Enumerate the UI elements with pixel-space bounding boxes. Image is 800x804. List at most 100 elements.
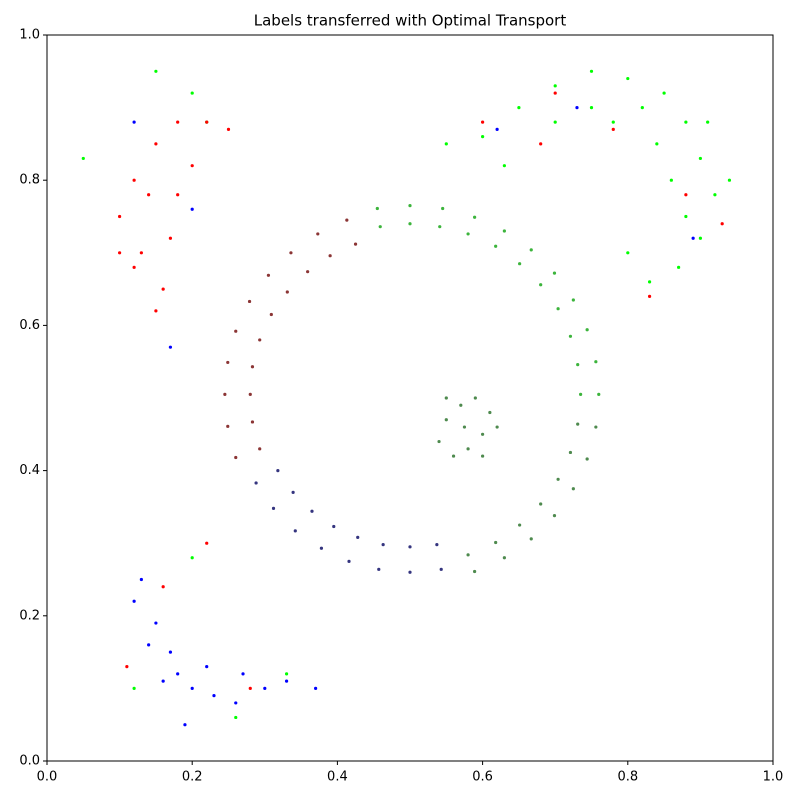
- point: [439, 567, 443, 571]
- point: [466, 553, 470, 557]
- point: [585, 328, 589, 332]
- point: [640, 106, 644, 110]
- point: [481, 454, 485, 458]
- point: [332, 524, 336, 529]
- point: [571, 487, 575, 491]
- point: [539, 142, 543, 146]
- point: [118, 251, 122, 255]
- point: [466, 232, 470, 236]
- point: [319, 546, 324, 550]
- y-tick-label: 0.0: [19, 754, 40, 769]
- point: [576, 363, 580, 367]
- point: [539, 502, 543, 506]
- point: [125, 665, 129, 669]
- point: [727, 178, 732, 182]
- point: [571, 298, 575, 302]
- point: [481, 120, 485, 124]
- point: [276, 469, 280, 473]
- point: [647, 294, 652, 298]
- point: [205, 120, 209, 124]
- point: [154, 142, 158, 146]
- point: [310, 509, 314, 513]
- point: [190, 91, 194, 95]
- point: [568, 334, 573, 338]
- y-tick-label: 0.8: [19, 173, 40, 188]
- point: [462, 425, 467, 429]
- point: [611, 127, 615, 131]
- point: [698, 156, 703, 161]
- y-tick-label: 0.6: [19, 318, 40, 333]
- point: [495, 425, 499, 429]
- point: [494, 540, 498, 545]
- point: [266, 273, 271, 277]
- x-tick-label: 0.6: [472, 770, 493, 785]
- point: [481, 135, 485, 139]
- point: [132, 178, 136, 182]
- point: [183, 723, 187, 727]
- point: [441, 206, 445, 211]
- point: [552, 514, 557, 518]
- point: [575, 106, 579, 110]
- point: [190, 686, 194, 691]
- point: [161, 679, 165, 683]
- point: [269, 312, 273, 317]
- point: [626, 76, 630, 81]
- point: [589, 106, 594, 110]
- point: [226, 127, 231, 131]
- point: [444, 142, 448, 146]
- point: [647, 280, 652, 284]
- point: [437, 439, 441, 444]
- point: [481, 432, 485, 436]
- point: [579, 392, 583, 396]
- point: [597, 392, 601, 396]
- point: [168, 650, 173, 654]
- point: [347, 559, 351, 563]
- point: [226, 360, 230, 365]
- point: [377, 567, 381, 571]
- y-tick-label: 0.2: [19, 608, 40, 623]
- point: [258, 447, 262, 451]
- point: [248, 392, 252, 396]
- point: [576, 422, 580, 426]
- point: [190, 556, 194, 560]
- point: [284, 672, 289, 676]
- point: [118, 214, 122, 219]
- point: [190, 164, 194, 168]
- point: [518, 523, 522, 527]
- point: [314, 686, 318, 691]
- point: [247, 299, 252, 304]
- point: [234, 329, 238, 333]
- point: [626, 251, 630, 255]
- point: [655, 142, 659, 146]
- point: [154, 309, 158, 313]
- point: [328, 254, 332, 258]
- point: [408, 222, 412, 226]
- point: [375, 206, 379, 211]
- point: [495, 127, 499, 131]
- point: [438, 225, 442, 229]
- point: [556, 307, 560, 311]
- point: [585, 457, 589, 461]
- point: [263, 686, 267, 691]
- point: [154, 69, 158, 73]
- point: [190, 207, 194, 211]
- point: [205, 665, 209, 669]
- point: [205, 541, 209, 545]
- point: [553, 120, 557, 124]
- point: [291, 490, 295, 494]
- point: [161, 287, 165, 291]
- point: [502, 164, 506, 168]
- point: [408, 545, 412, 549]
- point: [139, 577, 143, 582]
- point: [284, 679, 289, 683]
- point: [488, 410, 492, 415]
- point: [408, 204, 412, 208]
- point: [168, 236, 173, 240]
- x-tick-label: 0.8: [617, 770, 638, 785]
- plot-frame: [46, 34, 774, 762]
- point: [553, 84, 557, 88]
- point: [589, 69, 594, 73]
- point: [306, 270, 310, 274]
- x-tick-label: 0.2: [182, 770, 203, 785]
